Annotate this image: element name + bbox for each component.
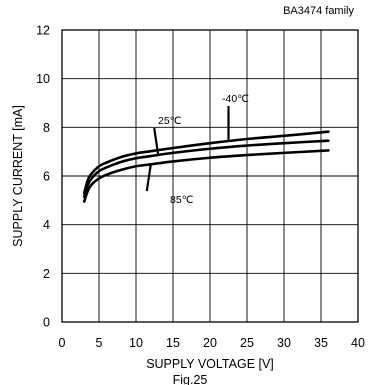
y-tick-label: 4	[43, 218, 50, 232]
data-curves	[82, 130, 330, 203]
x-tick-label: 5	[96, 336, 103, 350]
y-axis-label: SUPPLY CURRENT [mA]	[11, 105, 25, 247]
y-tick-label: 12	[36, 24, 50, 38]
x-tick-label: 20	[203, 336, 217, 350]
series-label: 25℃	[158, 115, 182, 127]
x-tick-label: 40	[351, 336, 365, 350]
x-tick-label: 15	[166, 336, 180, 350]
plot-frame	[61, 29, 359, 323]
y-tick-label: 6	[43, 170, 50, 184]
tick-labels: 0 5 10 15 20 25 30 35 40 0 2 4 6 8 10 12	[36, 24, 365, 351]
x-tick-label: 10	[129, 336, 143, 350]
y-tick-label: 2	[43, 267, 50, 281]
grid-lines	[62, 30, 358, 322]
series-label: -40℃	[222, 93, 249, 105]
x-tick-label: 30	[277, 336, 291, 350]
y-tick-label: 8	[43, 121, 50, 135]
device-family-note: BA3474 family	[283, 5, 354, 17]
series-line	[82, 149, 330, 203]
y-tick-label: 0	[43, 316, 50, 330]
series-line	[82, 139, 330, 198]
series-label: 85℃	[170, 194, 194, 206]
series-leader-line	[153, 127, 160, 156]
x-tick-label: 0	[59, 336, 66, 350]
series-line	[82, 130, 330, 195]
x-tick-label: 25	[240, 336, 254, 350]
x-tick-label: 35	[314, 336, 328, 350]
series-labels: -40℃ 25℃ 85℃	[145, 93, 249, 206]
x-axis-label: SUPPLY VOLTAGE [V]	[146, 357, 274, 371]
y-tick-label: 10	[36, 72, 50, 86]
figure-caption: Fig.25	[173, 373, 208, 385]
series-leader-line	[145, 164, 152, 192]
